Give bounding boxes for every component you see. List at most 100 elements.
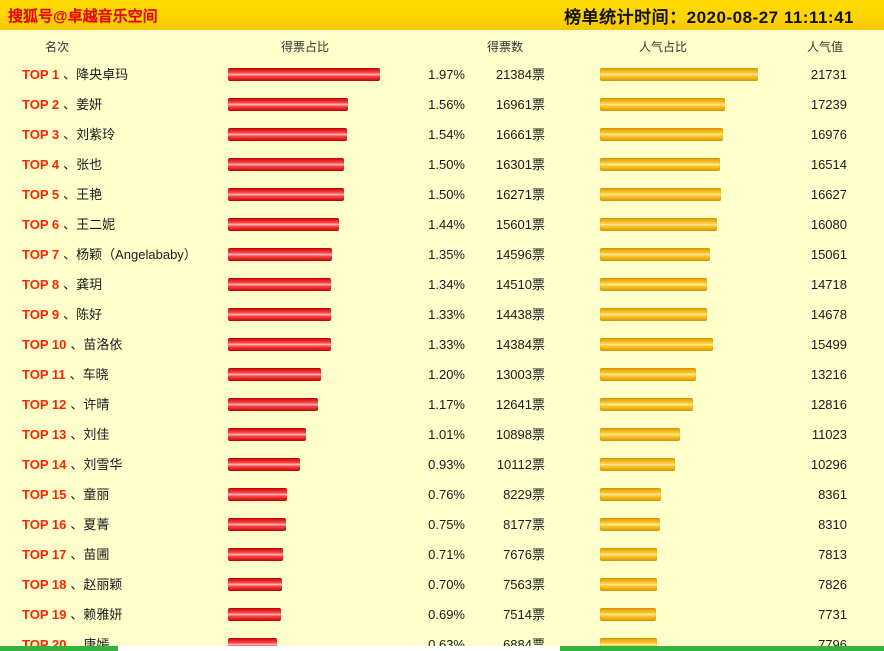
popularity-bar bbox=[600, 278, 707, 291]
contestant-name: 苗洛依 bbox=[83, 337, 123, 352]
vote-share-value: 0.76% bbox=[428, 487, 465, 502]
popularity-bar bbox=[600, 428, 680, 441]
popularity-bar bbox=[600, 548, 657, 561]
vote-bar bbox=[228, 518, 286, 531]
rank-cell: TOP 10 、苗洛依 bbox=[22, 330, 122, 360]
rank-separator: 、 bbox=[63, 307, 77, 322]
table-row: TOP 3 、刘紫玲 1.54% 16661票 16976 bbox=[0, 120, 884, 150]
votes-value: 10112票 bbox=[496, 457, 545, 472]
vote-bar bbox=[228, 578, 282, 591]
contestant-name: 刘雪华 bbox=[83, 457, 123, 472]
popularity-bar bbox=[600, 398, 693, 411]
vote-bar bbox=[228, 608, 281, 621]
vote-bar bbox=[228, 218, 339, 231]
vote-bar bbox=[228, 98, 348, 111]
votes-value: 8229票 bbox=[503, 487, 545, 502]
rank-separator: 、 bbox=[63, 157, 77, 172]
votes-value: 10898票 bbox=[495, 427, 545, 442]
contestant-name: 龚玥 bbox=[76, 277, 103, 292]
popularity-bar bbox=[600, 338, 713, 351]
vote-share-value: 1.01% bbox=[428, 427, 465, 442]
popularity-bar bbox=[600, 458, 675, 471]
contestant-name: 车晓 bbox=[82, 367, 109, 382]
vote-share-value: 1.17% bbox=[428, 397, 465, 412]
rank-cell: TOP 6 、王二妮 bbox=[22, 210, 115, 240]
vote-bar bbox=[228, 68, 380, 81]
popularity-value: 12816 bbox=[810, 397, 847, 412]
popularity-value: 10296 bbox=[810, 457, 847, 472]
table-body: TOP 1 、降央卓玛 1.97% 21384票 21731 TOP 2 、姜妍 1… bbox=[0, 60, 884, 651]
vote-share-value: 1.50% bbox=[428, 157, 465, 172]
rank-separator: 、 bbox=[70, 427, 84, 442]
contestant-name: 张也 bbox=[76, 157, 103, 172]
vote-share-value: 1.50% bbox=[428, 187, 465, 202]
footer-strip-white bbox=[118, 646, 560, 651]
contestant-name: 童丽 bbox=[83, 487, 110, 502]
topbar: 搜狐号@卓越音乐空间 榜单统计时间：2020-08-27 11:11:41 bbox=[0, 0, 884, 30]
contestant-name: 陈好 bbox=[76, 307, 103, 322]
popularity-bar bbox=[600, 128, 723, 141]
table-row: TOP 14 、刘雪华 0.93% 10112票 10296 bbox=[0, 450, 884, 480]
table-row: TOP 18 、赵丽颖 0.70% 7563票 7826 bbox=[0, 570, 884, 600]
rank-separator: 、 bbox=[70, 547, 84, 562]
table-row: TOP 12 、许晴 1.17% 12641票 12816 bbox=[0, 390, 884, 420]
rank-separator: 、 bbox=[70, 517, 84, 532]
rank-cell: TOP 14 、刘雪华 bbox=[22, 450, 122, 480]
contestant-name: 夏菁 bbox=[83, 517, 110, 532]
column-rank: 名次 bbox=[45, 40, 70, 54]
rank-separator: 、 bbox=[63, 217, 77, 232]
table-row: TOP 2 、姜妍 1.56% 16961票 17239 bbox=[0, 90, 884, 120]
votes-value: 16661票 bbox=[495, 127, 545, 142]
vote-bar bbox=[228, 158, 344, 171]
vote-bar bbox=[228, 248, 332, 261]
contestant-name: 降央卓玛 bbox=[76, 67, 129, 82]
vote-share-value: 1.54% bbox=[428, 127, 465, 142]
table-row: TOP 4 、张也 1.50% 16301票 16514 bbox=[0, 150, 884, 180]
popularity-value: 7813 bbox=[818, 547, 847, 562]
table-header: 名次 得票占比 得票数 人气占比 人气值 bbox=[0, 30, 884, 60]
rank-label: TOP 13 bbox=[22, 427, 67, 442]
vote-bar bbox=[228, 458, 300, 471]
table-row: TOP 16 、夏菁 0.75% 8177票 8310 bbox=[0, 510, 884, 540]
footer-strip bbox=[0, 646, 884, 651]
rank-cell: TOP 2 、姜妍 bbox=[22, 90, 102, 120]
popularity-bar bbox=[600, 368, 696, 381]
popularity-bar bbox=[600, 68, 758, 81]
rank-separator: 、 bbox=[63, 277, 77, 292]
popularity-bar bbox=[600, 578, 657, 591]
rank-cell: TOP 9 、陈好 bbox=[22, 300, 102, 330]
vote-bar bbox=[228, 278, 331, 291]
rank-separator: 、 bbox=[70, 577, 84, 592]
contestant-name: 刘佳 bbox=[83, 427, 110, 442]
rank-separator: 、 bbox=[63, 97, 77, 112]
source-label: 搜狐号@卓越音乐空间 bbox=[8, 7, 158, 25]
popularity-bar bbox=[600, 218, 717, 231]
rank-separator: 、 bbox=[70, 337, 84, 352]
vote-share-value: 1.20% bbox=[428, 367, 465, 382]
vote-bar bbox=[228, 428, 306, 441]
vote-share-value: 1.33% bbox=[428, 337, 465, 352]
rank-label: TOP 14 bbox=[22, 457, 67, 472]
rank-cell: TOP 12 、许晴 bbox=[22, 390, 109, 420]
column-popularity: 人气值 bbox=[806, 40, 843, 54]
contestant-name: 刘紫玲 bbox=[76, 127, 116, 142]
rank-label: TOP 4 bbox=[22, 157, 60, 172]
popularity-value: 14718 bbox=[810, 277, 847, 292]
table-row: TOP 10 、苗洛依 1.33% 14384票 15499 bbox=[0, 330, 884, 360]
vote-share-value: 0.93% bbox=[428, 457, 465, 472]
rank-separator: 、 bbox=[63, 67, 77, 82]
table-row: TOP 15 、童丽 0.76% 8229票 8361 bbox=[0, 480, 884, 510]
votes-value: 7514票 bbox=[503, 607, 545, 622]
vote-share-value: 1.35% bbox=[428, 247, 465, 262]
table-row: TOP 8 、龚玥 1.34% 14510票 14718 bbox=[0, 270, 884, 300]
votes-value: 14510票 bbox=[495, 277, 545, 292]
rank-cell: TOP 8 、龚玥 bbox=[22, 270, 102, 300]
rank-label: TOP 18 bbox=[22, 577, 67, 592]
contestant-name: 姜妍 bbox=[76, 97, 103, 112]
rank-label: TOP 15 bbox=[22, 487, 67, 502]
contestant-name: 王艳 bbox=[76, 187, 103, 202]
contestant-name: 杨颖（Angelababy） bbox=[76, 247, 197, 262]
popularity-value: 16080 bbox=[810, 217, 847, 232]
popularity-value: 17239 bbox=[810, 97, 847, 112]
vote-share-value: 1.56% bbox=[428, 97, 465, 112]
